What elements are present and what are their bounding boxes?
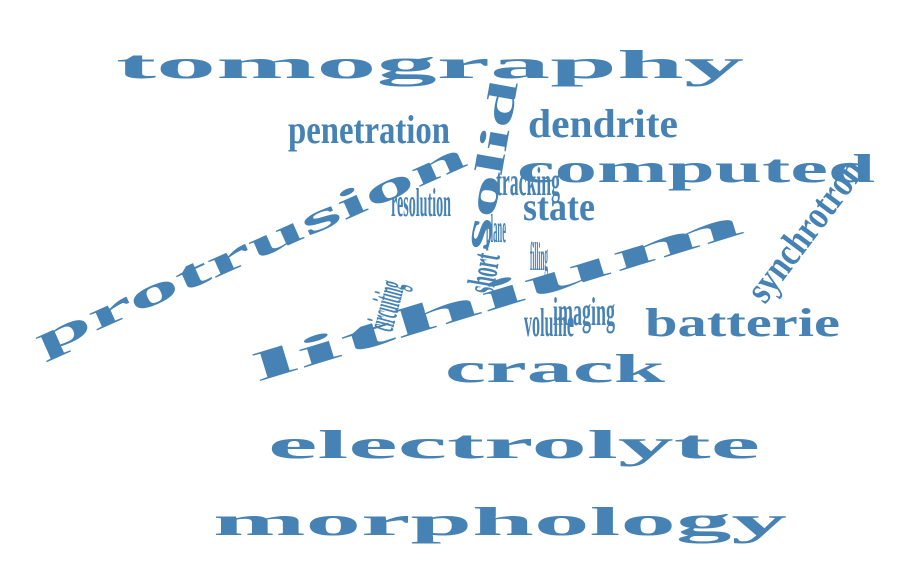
word-electrolyte: electrolyte bbox=[268, 422, 760, 467]
word-resolution: resolution bbox=[391, 180, 451, 225]
word-dendrite: dendrite bbox=[528, 101, 678, 146]
word-batterie: batterie bbox=[645, 300, 840, 345]
word-state: state bbox=[523, 184, 595, 229]
word-imaging: imaging bbox=[553, 289, 615, 334]
word-crack: crack bbox=[445, 346, 667, 391]
word-computed: computed bbox=[517, 146, 875, 191]
word-volume: volume bbox=[524, 300, 574, 345]
word-morphology: morphology bbox=[213, 499, 787, 544]
word-short: short bbox=[458, 249, 509, 297]
word-filling: filling bbox=[530, 234, 548, 279]
word-plane: plane bbox=[486, 206, 506, 251]
word-tracking: tracking bbox=[496, 159, 560, 204]
word-tomography: tomography bbox=[116, 42, 744, 87]
word-penetration: penetration bbox=[288, 107, 450, 152]
